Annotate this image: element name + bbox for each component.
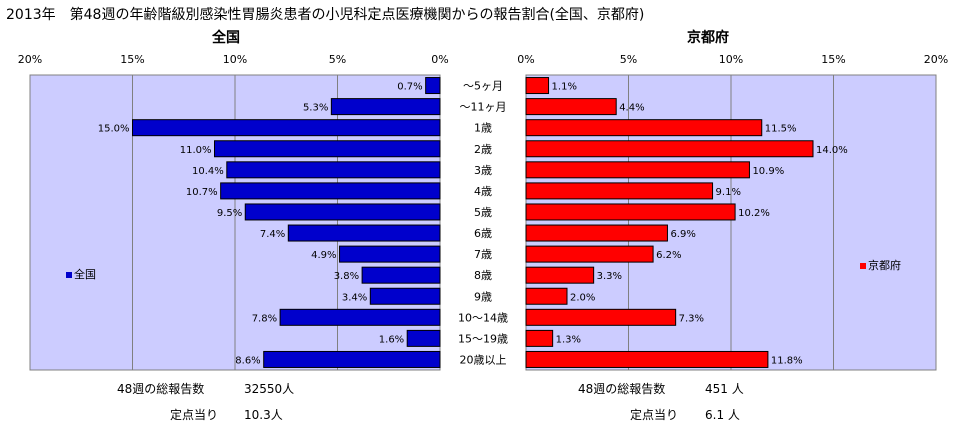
category-label: 7歳 (474, 248, 492, 261)
kyoto-bar (525, 329, 554, 347)
national-data-label: 3.8% (334, 271, 359, 282)
category-label: 20歳以上 (460, 353, 507, 366)
right-panel-title: 京都府 (687, 30, 729, 46)
national-bar (425, 77, 441, 95)
kyoto-data-label: 14.0% (816, 145, 848, 156)
category-label: 6歳 (474, 227, 492, 240)
legend-kyoto-label: 京都府 (868, 259, 901, 272)
right-tick-label: 5% (620, 53, 637, 66)
national-bar (132, 119, 441, 137)
right-tick-label: 0% (517, 53, 534, 66)
kyoto-per-value: 6.1 人 (705, 408, 740, 422)
kyoto-bar (525, 182, 714, 200)
category-label: 5歳 (474, 206, 492, 219)
national-data-label: 4.9% (311, 250, 336, 261)
kyoto-bar (525, 245, 654, 263)
kyoto-total-value: 451 人 (705, 382, 744, 396)
national-data-label: 1.6% (379, 334, 404, 345)
national-bar (369, 287, 441, 305)
kyoto-data-label: 4.4% (619, 103, 644, 114)
left-tick-label: 0% (431, 53, 448, 66)
legend-national-swatch (66, 272, 72, 278)
right-tick-label: 20% (924, 53, 948, 66)
kyoto-bar (525, 161, 750, 179)
national-data-label: 9.5% (217, 208, 242, 219)
category-label: 1歳 (474, 122, 492, 135)
national-bar (214, 140, 441, 158)
national-data-label: 7.4% (260, 229, 285, 240)
left-panel-title: 全国 (212, 30, 240, 46)
national-data-label: 5.3% (303, 103, 328, 114)
kyoto-bar (525, 98, 617, 116)
national-data-label: 10.7% (186, 187, 218, 198)
kyoto-bar (525, 266, 595, 284)
national-bar (287, 224, 441, 242)
kyoto-data-label: 10.9% (752, 166, 784, 177)
national-bar (361, 266, 441, 284)
kyoto-data-label: 1.3% (556, 334, 581, 345)
category-label: 4歳 (474, 185, 492, 198)
kyoto-bar (525, 224, 668, 242)
kyoto-data-label: 7.3% (679, 313, 704, 324)
kyoto-per-label: 定点当り (630, 408, 679, 422)
right-tick-label: 10% (719, 53, 743, 66)
category-label: 10～14歳 (458, 311, 508, 324)
kyoto-bar (525, 350, 769, 368)
kyoto-data-label: 9.1% (716, 187, 741, 198)
national-data-label: 11.0% (180, 145, 212, 156)
kyoto-total-label: 48週の総報告数 (578, 382, 666, 396)
national-data-label: 8.6% (235, 355, 260, 366)
kyoto-bar (525, 308, 677, 326)
kyoto-data-label: 1.1% (552, 82, 577, 93)
national-per-label: 定点当り (170, 408, 219, 422)
kyoto-data-label: 3.3% (597, 271, 622, 282)
national-bar (339, 245, 441, 263)
left-tick-label: 20% (18, 53, 42, 66)
kyoto-bar (525, 287, 568, 305)
national-data-label: 10.4% (192, 166, 224, 177)
kyoto-data-label: 6.2% (656, 250, 681, 261)
legend-kyoto-swatch (860, 263, 866, 269)
left-tick-label: 5% (329, 53, 346, 66)
kyoto-data-label: 11.8% (771, 355, 803, 366)
kyoto-data-label: 10.2% (738, 208, 770, 219)
national-data-label: 7.8% (252, 313, 277, 324)
national-data-label: 3.4% (342, 292, 367, 303)
kyoto-bar (525, 119, 763, 137)
national-bar (406, 329, 441, 347)
kyoto-data-label: 11.5% (765, 124, 797, 135)
category-label: 15～19歳 (458, 332, 508, 345)
national-data-label: 0.7% (397, 82, 422, 93)
kyoto-data-label: 6.9% (670, 229, 695, 240)
national-data-label: 15.0% (98, 124, 130, 135)
chart-title: 2013年 第48週の年齢階級別感染性胃腸炎患者の小児科定点医療機関からの報告割… (6, 7, 645, 23)
category-label: 8歳 (474, 269, 492, 282)
right-tick-label: 15% (821, 53, 845, 66)
left-tick-label: 10% (223, 53, 247, 66)
left-tick-label: 15% (120, 53, 144, 66)
category-label: 9歳 (474, 290, 492, 303)
national-bar (220, 182, 441, 200)
national-total-label: 48週の総報告数 (117, 382, 205, 396)
national-bar (226, 161, 441, 179)
kyoto-data-label: 2.0% (570, 292, 595, 303)
national-per-value: 10.3人 (244, 408, 283, 422)
national-bar (279, 308, 441, 326)
legend-national-label: 全国 (74, 268, 96, 281)
legend-national: 全国 (66, 266, 96, 282)
category-label: ～11ヶ月 (460, 101, 507, 114)
legend-kyoto: 京都府 (860, 257, 901, 273)
kyoto-bar (525, 140, 814, 158)
category-label: 3歳 (474, 164, 492, 177)
kyoto-bar (525, 203, 736, 221)
national-bar (244, 203, 441, 221)
national-bar (330, 98, 441, 116)
kyoto-bar (525, 77, 550, 95)
category-label: 2歳 (474, 143, 492, 156)
national-bar (263, 350, 441, 368)
category-label: ～5ヶ月 (463, 80, 503, 93)
national-total-value: 32550人 (244, 382, 295, 396)
